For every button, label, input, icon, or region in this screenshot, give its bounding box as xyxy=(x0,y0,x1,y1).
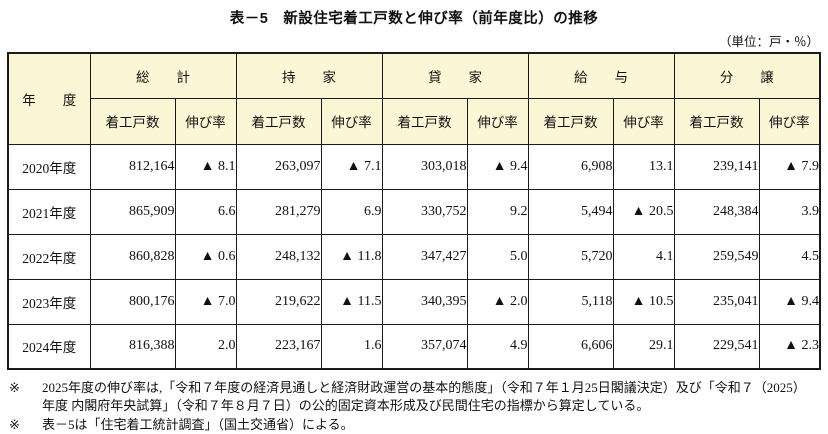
units-cell: 330,752 xyxy=(381,188,468,235)
footnote-1-line-2: 年度 内閣府年央試算」（令和７年８月７日）の公的固定資本形成及び民間住宅の指標か… xyxy=(42,398,650,414)
subheader-rate-owned: 伸び率 xyxy=(320,97,383,145)
year-cell: 2024年度 xyxy=(7,323,91,370)
rate-cell: 5.0 xyxy=(466,233,529,280)
group-header-rented: 貸 家 xyxy=(381,52,529,99)
rate-cell: 4.5 xyxy=(758,233,821,280)
rate-cell: ▲ 8.1 xyxy=(174,143,237,190)
rate-cell: ▲ 7.1 xyxy=(320,143,383,190)
year-cell: 2023年度 xyxy=(7,278,91,325)
units-cell: 5,494 xyxy=(527,188,614,235)
units-cell: 263,097 xyxy=(235,143,322,190)
units-cell: 800,176 xyxy=(89,278,176,325)
table-row-2022: 2022年度 860,828 ▲ 0.6 248,132 ▲ 11.8 347,… xyxy=(7,233,821,280)
rate-cell: 6.6 xyxy=(174,188,237,235)
rate-cell: ▲ 2.3 xyxy=(758,323,821,370)
table-row-2023: 2023年度 800,176 ▲ 7.0 219,622 ▲ 11.5 340,… xyxy=(7,278,821,325)
units-cell: 5,720 xyxy=(527,233,614,280)
footnote-2: ※ 表－5は「住宅着工統計調査」（国土交通省）による。 xyxy=(9,416,820,434)
rate-cell: 3.9 xyxy=(758,188,821,235)
units-cell: 219,622 xyxy=(235,278,322,325)
units-cell: 6,606 xyxy=(527,323,614,370)
units-cell: 281,279 xyxy=(235,188,322,235)
units-cell: 347,427 xyxy=(381,233,468,280)
subheader-rate-total: 伸び率 xyxy=(174,97,237,145)
subheader-rate-issued: 伸び率 xyxy=(612,97,675,145)
rate-cell: 4.9 xyxy=(466,323,529,370)
table-row-2020: 2020年度 812,164 ▲ 8.1 263,097 ▲ 7.1 303,0… xyxy=(7,143,821,190)
year-cell: 2020年度 xyxy=(7,143,91,190)
subheader-rate-rented: 伸び率 xyxy=(466,97,529,145)
group-header-issued: 給 与 xyxy=(527,52,675,99)
group-header-owned: 持 家 xyxy=(235,52,383,99)
units-cell: 248,132 xyxy=(235,233,322,280)
units-cell: 860,828 xyxy=(89,233,176,280)
rate-cell: 2.0 xyxy=(174,323,237,370)
rate-cell: ▲ 20.5 xyxy=(612,188,675,235)
units-cell: 340,395 xyxy=(381,278,468,325)
group-header-built-for-sale: 分 譲 xyxy=(673,52,821,99)
footnote-1: ※ 2025年度の伸び率は,「令和７年度の経済見通しと経済財政運営の基本的態度」… xyxy=(9,379,820,416)
footnote-2-text: 表－5は「住宅着工統計調査」（国土交通省）による。 xyxy=(42,416,354,432)
rate-cell: ▲ 7.9 xyxy=(758,143,821,190)
units-cell: 816,388 xyxy=(89,323,176,370)
rate-cell: 9.2 xyxy=(466,188,529,235)
units-cell: 235,041 xyxy=(673,278,760,325)
year-column-header: 年 度 xyxy=(7,52,91,145)
rate-cell: ▲ 7.0 xyxy=(174,278,237,325)
unit-note: （単位：戸・％） xyxy=(718,35,819,49)
footnote-marker: ※ xyxy=(9,380,20,395)
table-row-2021: 2021年度 865,909 6.6 281,279 6.9 330,752 9… xyxy=(7,188,821,235)
units-cell: 223,167 xyxy=(235,323,322,370)
rate-cell: ▲ 10.5 xyxy=(612,278,675,325)
units-cell: 239,141 xyxy=(673,143,760,190)
units-cell: 6,908 xyxy=(527,143,614,190)
year-cell: 2022年度 xyxy=(7,233,91,280)
rate-cell: 1.6 xyxy=(320,323,383,370)
units-cell: 865,909 xyxy=(89,188,176,235)
units-cell: 229,541 xyxy=(673,323,760,370)
footnote-marker: ※ xyxy=(9,416,20,432)
units-cell: 812,164 xyxy=(89,143,176,190)
subheader-units-rented: 着工戸数 xyxy=(381,97,468,145)
subheader-units-total: 着工戸数 xyxy=(89,97,176,145)
rate-cell: ▲ 9.4 xyxy=(758,278,821,325)
units-cell: 5,118 xyxy=(527,278,614,325)
table-row-2024: 2024年度 816,388 2.0 223,167 1.6 357,074 4… xyxy=(7,323,821,370)
subheader-units-owned: 着工戸数 xyxy=(235,97,322,145)
footnote-1-line-1: 2025年度の伸び率は,「令和７年度の経済見通しと経済財政運営の基本的態度」（令… xyxy=(42,380,806,395)
rate-cell: ▲ 0.6 xyxy=(174,233,237,280)
rate-cell: 4.1 xyxy=(612,233,675,280)
footnotes: ※ 2025年度の伸び率は,「令和７年度の経済見通しと経済財政運営の基本的態度」… xyxy=(9,379,820,434)
rate-cell: 29.1 xyxy=(612,323,675,370)
page-title: 表－5 新設住宅着工戸数と伸び率（前年度比）の推移 xyxy=(229,11,599,27)
subheader-units-issued: 着工戸数 xyxy=(527,97,614,145)
rate-cell: ▲ 2.0 xyxy=(466,278,529,325)
subheader-units-built-for-sale: 着工戸数 xyxy=(673,97,760,145)
units-cell: 259,549 xyxy=(673,233,760,280)
group-header-total: 総 計 xyxy=(89,52,237,99)
rate-cell: ▲ 11.5 xyxy=(320,278,383,325)
rate-cell: 13.1 xyxy=(612,143,675,190)
units-cell: 303,018 xyxy=(381,143,468,190)
rate-cell: 6.9 xyxy=(320,188,383,235)
units-cell: 248,384 xyxy=(673,188,760,235)
rate-cell: ▲ 9.4 xyxy=(466,143,529,190)
subheader-rate-built-for-sale: 伸び率 xyxy=(758,97,821,145)
rate-cell: ▲ 11.8 xyxy=(320,233,383,280)
housing-starts-table: 年 度 総 計 持 家 貸 家 給 与 分 譲 着工戸数 伸び率 着工戸数 伸び… xyxy=(7,52,821,370)
year-cell: 2021年度 xyxy=(7,188,91,235)
units-cell: 357,074 xyxy=(381,323,468,370)
